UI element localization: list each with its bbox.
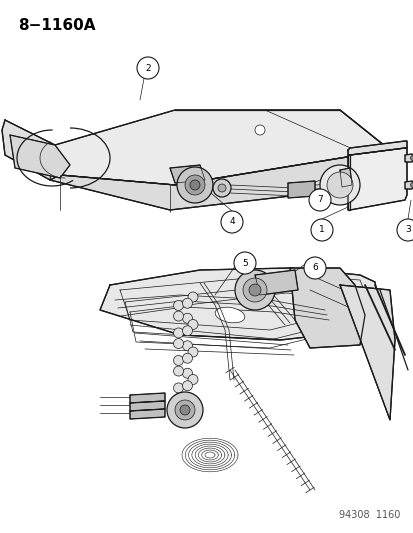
- Circle shape: [173, 301, 183, 310]
- Text: 5: 5: [242, 259, 247, 268]
- Polygon shape: [339, 285, 394, 420]
- Circle shape: [396, 219, 413, 241]
- Circle shape: [218, 184, 225, 192]
- Polygon shape: [347, 148, 406, 210]
- Circle shape: [310, 219, 332, 241]
- Circle shape: [182, 353, 192, 364]
- Text: 94308  1160: 94308 1160: [338, 510, 399, 520]
- Polygon shape: [347, 155, 349, 210]
- Circle shape: [303, 257, 325, 279]
- Circle shape: [180, 405, 190, 415]
- Text: 7: 7: [316, 196, 322, 205]
- Circle shape: [137, 57, 159, 79]
- Polygon shape: [55, 110, 389, 185]
- Text: 3: 3: [404, 225, 410, 235]
- Circle shape: [182, 368, 192, 378]
- Circle shape: [182, 313, 192, 323]
- Circle shape: [182, 396, 192, 406]
- Circle shape: [188, 319, 197, 329]
- Text: 2: 2: [145, 63, 150, 72]
- Circle shape: [173, 366, 183, 376]
- Circle shape: [173, 338, 183, 349]
- Circle shape: [242, 278, 266, 302]
- Polygon shape: [170, 165, 204, 183]
- Polygon shape: [10, 135, 70, 178]
- Polygon shape: [404, 181, 413, 189]
- Text: 1: 1: [318, 225, 324, 235]
- Polygon shape: [404, 154, 413, 162]
- Circle shape: [188, 292, 197, 302]
- Circle shape: [410, 182, 413, 188]
- Circle shape: [233, 252, 255, 274]
- Polygon shape: [130, 409, 165, 419]
- Circle shape: [308, 189, 330, 211]
- Circle shape: [190, 180, 199, 190]
- Circle shape: [182, 298, 192, 308]
- Polygon shape: [254, 270, 297, 295]
- Circle shape: [319, 165, 359, 205]
- Circle shape: [188, 347, 197, 357]
- Text: 6: 6: [311, 263, 317, 272]
- Circle shape: [177, 167, 212, 203]
- Circle shape: [182, 341, 192, 351]
- Circle shape: [235, 270, 274, 310]
- Circle shape: [248, 284, 260, 296]
- Polygon shape: [130, 401, 165, 411]
- Ellipse shape: [215, 307, 244, 323]
- Circle shape: [188, 375, 197, 384]
- Circle shape: [173, 328, 183, 338]
- Circle shape: [173, 311, 183, 321]
- Circle shape: [221, 211, 242, 233]
- Polygon shape: [100, 268, 379, 340]
- Circle shape: [410, 156, 413, 160]
- Circle shape: [182, 326, 192, 336]
- Polygon shape: [287, 181, 314, 198]
- Circle shape: [212, 179, 230, 197]
- Circle shape: [173, 383, 183, 393]
- Circle shape: [326, 172, 352, 198]
- Text: 8−1160A: 8−1160A: [18, 18, 95, 33]
- Circle shape: [175, 400, 195, 420]
- Circle shape: [166, 392, 202, 428]
- Text: 4: 4: [229, 217, 234, 227]
- Polygon shape: [2, 120, 60, 180]
- Polygon shape: [130, 393, 165, 403]
- Circle shape: [254, 125, 264, 135]
- Circle shape: [185, 175, 204, 195]
- Circle shape: [173, 393, 183, 403]
- Circle shape: [173, 356, 183, 366]
- Circle shape: [182, 381, 192, 391]
- Polygon shape: [347, 141, 406, 155]
- Polygon shape: [339, 168, 351, 187]
- Polygon shape: [50, 145, 389, 210]
- Polygon shape: [289, 268, 364, 348]
